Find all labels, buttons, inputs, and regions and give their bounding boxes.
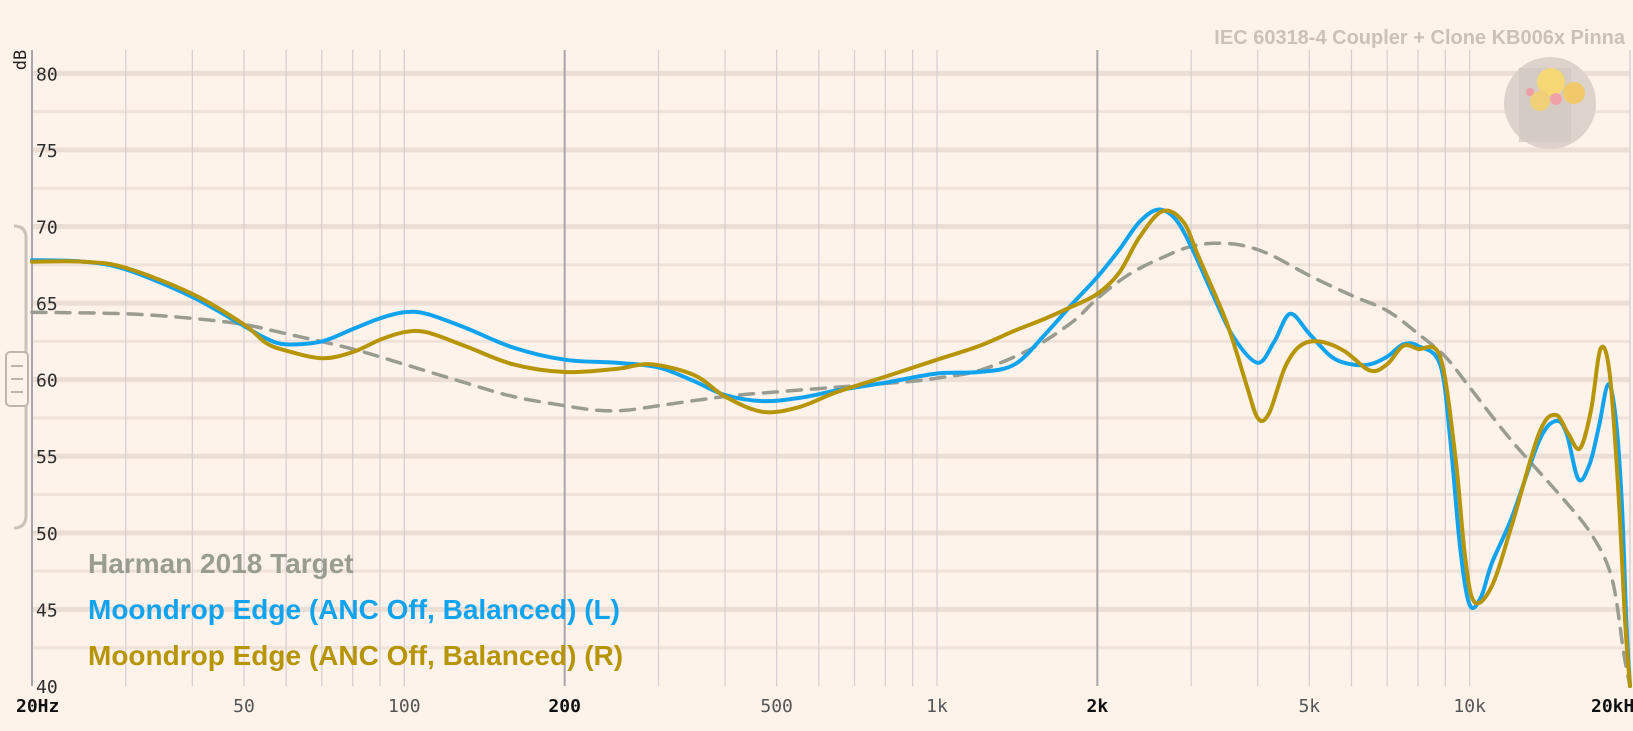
x-tick-label: 2k (1086, 696, 1108, 717)
x-axis: 20Hz 50 100 200 500 1k 2k 5k 10k 20kHz (16, 696, 1633, 717)
right-channel-curve (30, 208, 1632, 688)
x-tick-label: 50 (233, 696, 255, 717)
y-tick-label: 80 (36, 64, 58, 85)
x-tick-label: 20Hz (16, 696, 59, 717)
legend-item-right[interactable]: Moondrop Edge (ANC Off, Balanced) (R) (88, 640, 623, 671)
x-tick-label: 10k (1453, 696, 1486, 717)
y-axis: 80 75 70 65 60 55 50 45 40 (36, 64, 58, 698)
curves (30, 207, 1632, 688)
y-tick-label: 40 (36, 677, 58, 698)
x-tick-label: 20kHz (1591, 696, 1633, 717)
x-tick-label: 200 (548, 696, 581, 717)
x-tick-label: 1k (926, 696, 948, 717)
x-tick-label: 100 (388, 696, 421, 717)
legend: Harman 2018 Target Moondrop Edge (ANC Of… (88, 548, 623, 671)
y-tick-label: 60 (36, 371, 58, 392)
y-tick-label: 70 (36, 217, 58, 238)
legend-item-target[interactable]: Harman 2018 Target (88, 548, 354, 579)
target-curve (30, 241, 1632, 688)
grid (31, 50, 1631, 686)
y-unit-label: dB (11, 50, 31, 70)
x-tick-label: 5k (1298, 696, 1320, 717)
y-tick-label: 65 (36, 294, 58, 315)
rig-label: IEC 60318-4 Coupler + Clone KB006x Pinna (1214, 27, 1626, 49)
left-channel-curve (30, 207, 1632, 688)
y-tick-label: 45 (36, 600, 58, 621)
range-handle[interactable] (5, 224, 29, 530)
y-tick-label: 50 (36, 524, 58, 545)
logo-icon (1504, 57, 1596, 149)
y-tick-label: 55 (36, 447, 58, 468)
x-tick-label: 500 (760, 696, 793, 717)
y-tick-label: 75 (36, 141, 58, 162)
legend-item-left[interactable]: Moondrop Edge (ANC Off, Balanced) (L) (88, 594, 620, 625)
